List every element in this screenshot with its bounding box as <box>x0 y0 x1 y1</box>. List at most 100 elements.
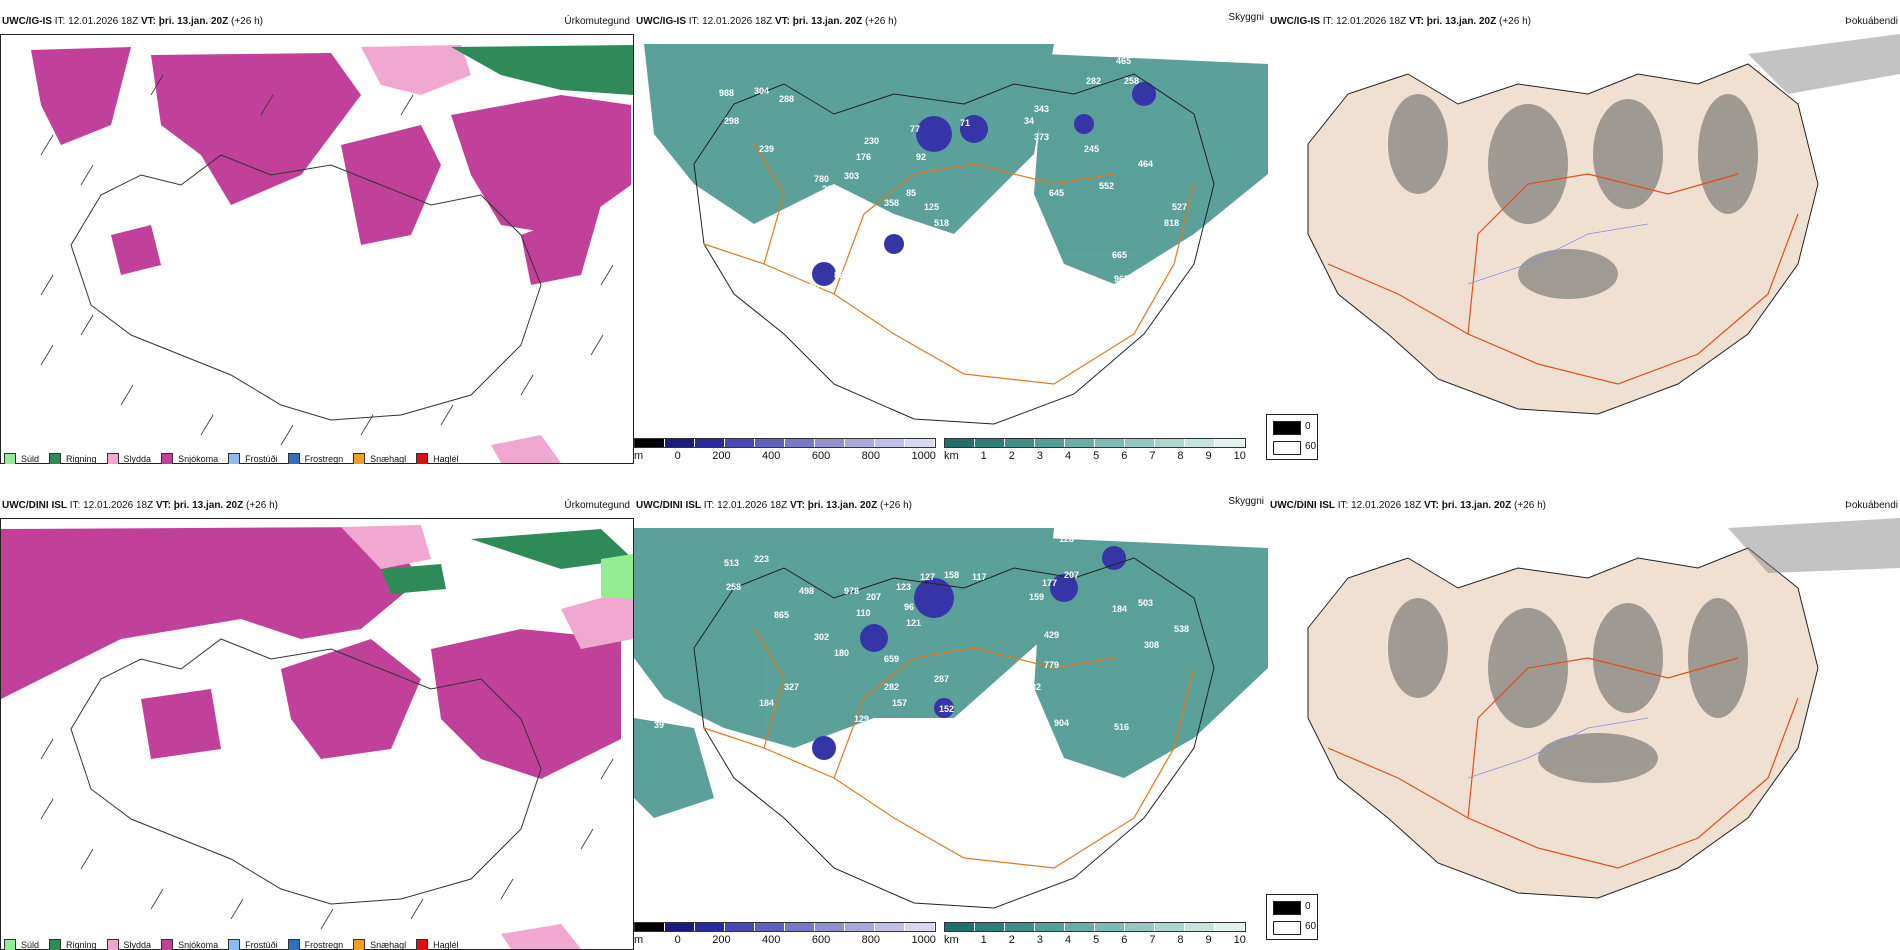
svg-text:184: 184 <box>1112 604 1127 614</box>
svg-text:223: 223 <box>754 554 769 564</box>
cloud-legend-high-swatch <box>1273 421 1301 435</box>
legend-item: Rigning <box>49 453 97 464</box>
svg-text:207: 207 <box>866 592 881 602</box>
vt-label: VT: <box>140 16 156 27</box>
svg-text:92: 92 <box>916 152 926 162</box>
visibility-map-svg: 513 223 258 498 865 978 207 123 127 158 … <box>634 518 1268 923</box>
iceland-outline <box>70 638 542 905</box>
svg-text:350: 350 <box>834 226 849 236</box>
svg-text:130: 130 <box>1174 534 1189 544</box>
river-network <box>1467 223 1649 285</box>
svg-text:160: 160 <box>889 278 904 288</box>
svg-text:230: 230 <box>864 136 879 146</box>
svg-text:80: 80 <box>809 282 819 292</box>
legend-item: Súld <box>4 453 39 464</box>
precip-legend: Súld Rigning Slydda Snjókoma Frostúði Fr… <box>4 936 469 950</box>
precip-map-svg <box>1 35 633 463</box>
svg-text:161: 161 <box>939 251 954 261</box>
panel-header: UWC/DINI ISL IT: 12.01.2026 18Z VT: þri.… <box>1270 500 1546 511</box>
it-value: 12.01.2026 18Z <box>68 16 139 27</box>
svg-text:779: 779 <box>1044 660 1059 670</box>
svg-text:152: 152 <box>939 704 954 714</box>
svg-text:298: 298 <box>724 116 739 126</box>
svg-text:513: 513 <box>724 558 739 568</box>
svg-text:245: 245 <box>1084 144 1099 154</box>
svg-text:289: 289 <box>1086 48 1101 58</box>
visibility-panel-bottom: UWC/DINI ISL IT: 12.01.2026 18Z VT: þri.… <box>634 496 1268 950</box>
legend-item: Haglél <box>416 939 459 950</box>
road-network <box>703 143 1195 385</box>
legend-item: Frostregn <box>287 453 343 464</box>
fog-panel-bottom: UWC/DINI ISL IT: 12.01.2026 18Z VT: þri.… <box>1268 496 1900 950</box>
svg-text:302: 302 <box>814 632 829 642</box>
svg-text:121: 121 <box>906 618 921 628</box>
svg-text:12: 12 <box>876 732 886 742</box>
precip-map <box>0 34 634 464</box>
svg-text:282: 282 <box>1086 76 1101 86</box>
cloud-legend-bottom: 0 60 <box>1266 894 1318 940</box>
svg-text:632: 632 <box>1026 682 1041 692</box>
legend-swatch <box>106 453 119 464</box>
precip-map-svg <box>1 519 633 949</box>
cloud-legend-low-swatch <box>1273 921 1301 935</box>
svg-text:498: 498 <box>799 586 814 596</box>
legend-item: Snjókoma <box>161 939 218 950</box>
visibility-scale: km 1 2 3 4 5 6 7 8 9 10 <box>944 922 1246 946</box>
river-network <box>1467 717 1649 779</box>
legend-item: Frostúði <box>228 939 278 950</box>
precip-panel-top: UWC/IG-IS IT: 12.01.2026 18Z VT: þri. 13… <box>0 12 634 464</box>
svg-text:343: 343 <box>1034 104 1049 114</box>
panel-header: UWC/DINI ISL IT: 12.01.2026 18Z VT: þri.… <box>2 500 278 511</box>
svg-text:34: 34 <box>1024 116 1034 126</box>
fog-map <box>1268 34 1900 444</box>
road-network <box>1327 657 1799 869</box>
svg-text:110: 110 <box>856 608 871 618</box>
high-fog-streak <box>1748 34 1900 94</box>
legend-swatch <box>4 453 16 464</box>
wind-barbs <box>40 738 614 930</box>
ceiling-scale-ticks: m 0 200 400 600 800 1000 <box>634 450 936 462</box>
visibility-scale-ticks: km 1 2 3 4 5 6 7 8 9 10 <box>944 450 1246 462</box>
svg-text:358: 358 <box>884 198 899 208</box>
svg-text:207: 207 <box>1064 570 1079 580</box>
legend-item: Frostúði <box>228 453 278 464</box>
ceiling-scale: m 0 200 400 600 800 1000 <box>634 438 936 462</box>
svg-text:104: 104 <box>954 266 969 276</box>
svg-text:967: 967 <box>1114 274 1129 284</box>
svg-text:530: 530 <box>982 266 997 276</box>
it-label: IT: <box>54 16 66 27</box>
legend-item: Haglél <box>416 453 459 464</box>
svg-text:904: 904 <box>1054 718 1069 728</box>
svg-text:258: 258 <box>1124 76 1139 86</box>
snow-areas <box>31 47 631 285</box>
sleet-areas <box>341 525 633 949</box>
road-network <box>1327 173 1799 385</box>
svg-text:304: 304 <box>754 86 769 96</box>
ceiling-scale: m 0 200 400 600 800 1000 <box>634 922 936 946</box>
svg-text:127: 127 <box>920 572 935 582</box>
svg-text:129: 129 <box>854 714 869 724</box>
fog-map-svg <box>1268 34 1900 444</box>
svg-text:327: 327 <box>784 682 799 692</box>
svg-text:287: 287 <box>934 674 949 684</box>
svg-text:386: 386 <box>1039 276 1054 286</box>
model-name: UWC/IG-IS <box>2 16 52 27</box>
svg-text:128: 128 <box>1059 534 1074 544</box>
visibility-map-svg: 988 304 288 298 239 780 303 290 405 358 … <box>634 34 1268 439</box>
precip-panel-bottom: UWC/DINI ISL IT: 12.01.2026 18Z VT: þri.… <box>0 496 634 950</box>
legend-item: Snæhagl <box>353 453 406 464</box>
svg-text:818: 818 <box>1164 218 1179 228</box>
svg-text:327: 327 <box>999 724 1014 734</box>
panel-header: UWC/IG-IS IT: 12.01.2026 18Z VT: þri. 13… <box>2 12 630 32</box>
svg-text:234: 234 <box>989 244 1004 254</box>
legend-item: Súld <box>4 939 39 950</box>
svg-text:180: 180 <box>834 648 849 658</box>
iceland-outline <box>693 73 1215 425</box>
panel-title: Skyggni <box>1228 12 1264 23</box>
svg-text:429: 429 <box>1044 630 1059 640</box>
svg-text:503: 503 <box>1138 598 1153 608</box>
visibility-unit: km <box>944 450 959 462</box>
svg-text:282: 282 <box>884 682 899 692</box>
visibility-map: 513 223 258 498 865 978 207 123 127 158 … <box>634 518 1268 923</box>
legend-swatch <box>416 453 429 464</box>
